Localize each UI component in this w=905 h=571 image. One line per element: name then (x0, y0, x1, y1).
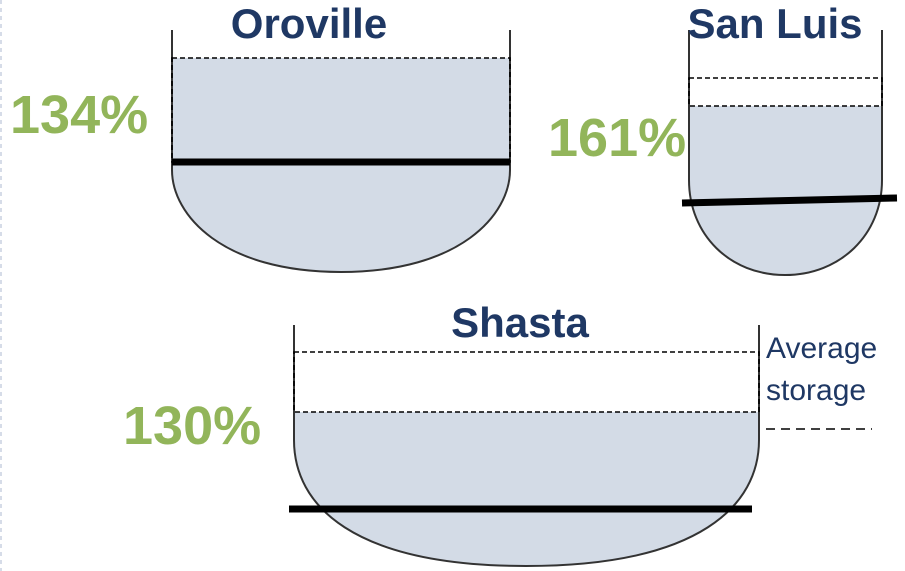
san-luis-average-line (682, 198, 897, 203)
san-luis-title: San Luis (687, 0, 862, 47)
shasta-storage-dashed-box (294, 352, 759, 412)
oroville-percent: 134% (10, 85, 148, 145)
san-luis-percent: 161% (548, 108, 686, 168)
shasta-title: Shasta (451, 299, 589, 346)
reservoir-shasta: Shasta 130% (123, 299, 759, 566)
san-luis-storage-dashed-box (689, 78, 882, 106)
reservoir-san-luis: San Luis 161% (548, 0, 897, 275)
shasta-water (294, 412, 759, 566)
reservoir-oroville: Oroville 134% (10, 0, 510, 272)
legend-label-line1: Average (766, 332, 877, 365)
legend-label-line2: storage (766, 374, 866, 407)
shasta-percent: 130% (123, 396, 261, 456)
oroville-title: Oroville (231, 0, 387, 47)
legend-average-storage: Average storage (766, 332, 877, 429)
